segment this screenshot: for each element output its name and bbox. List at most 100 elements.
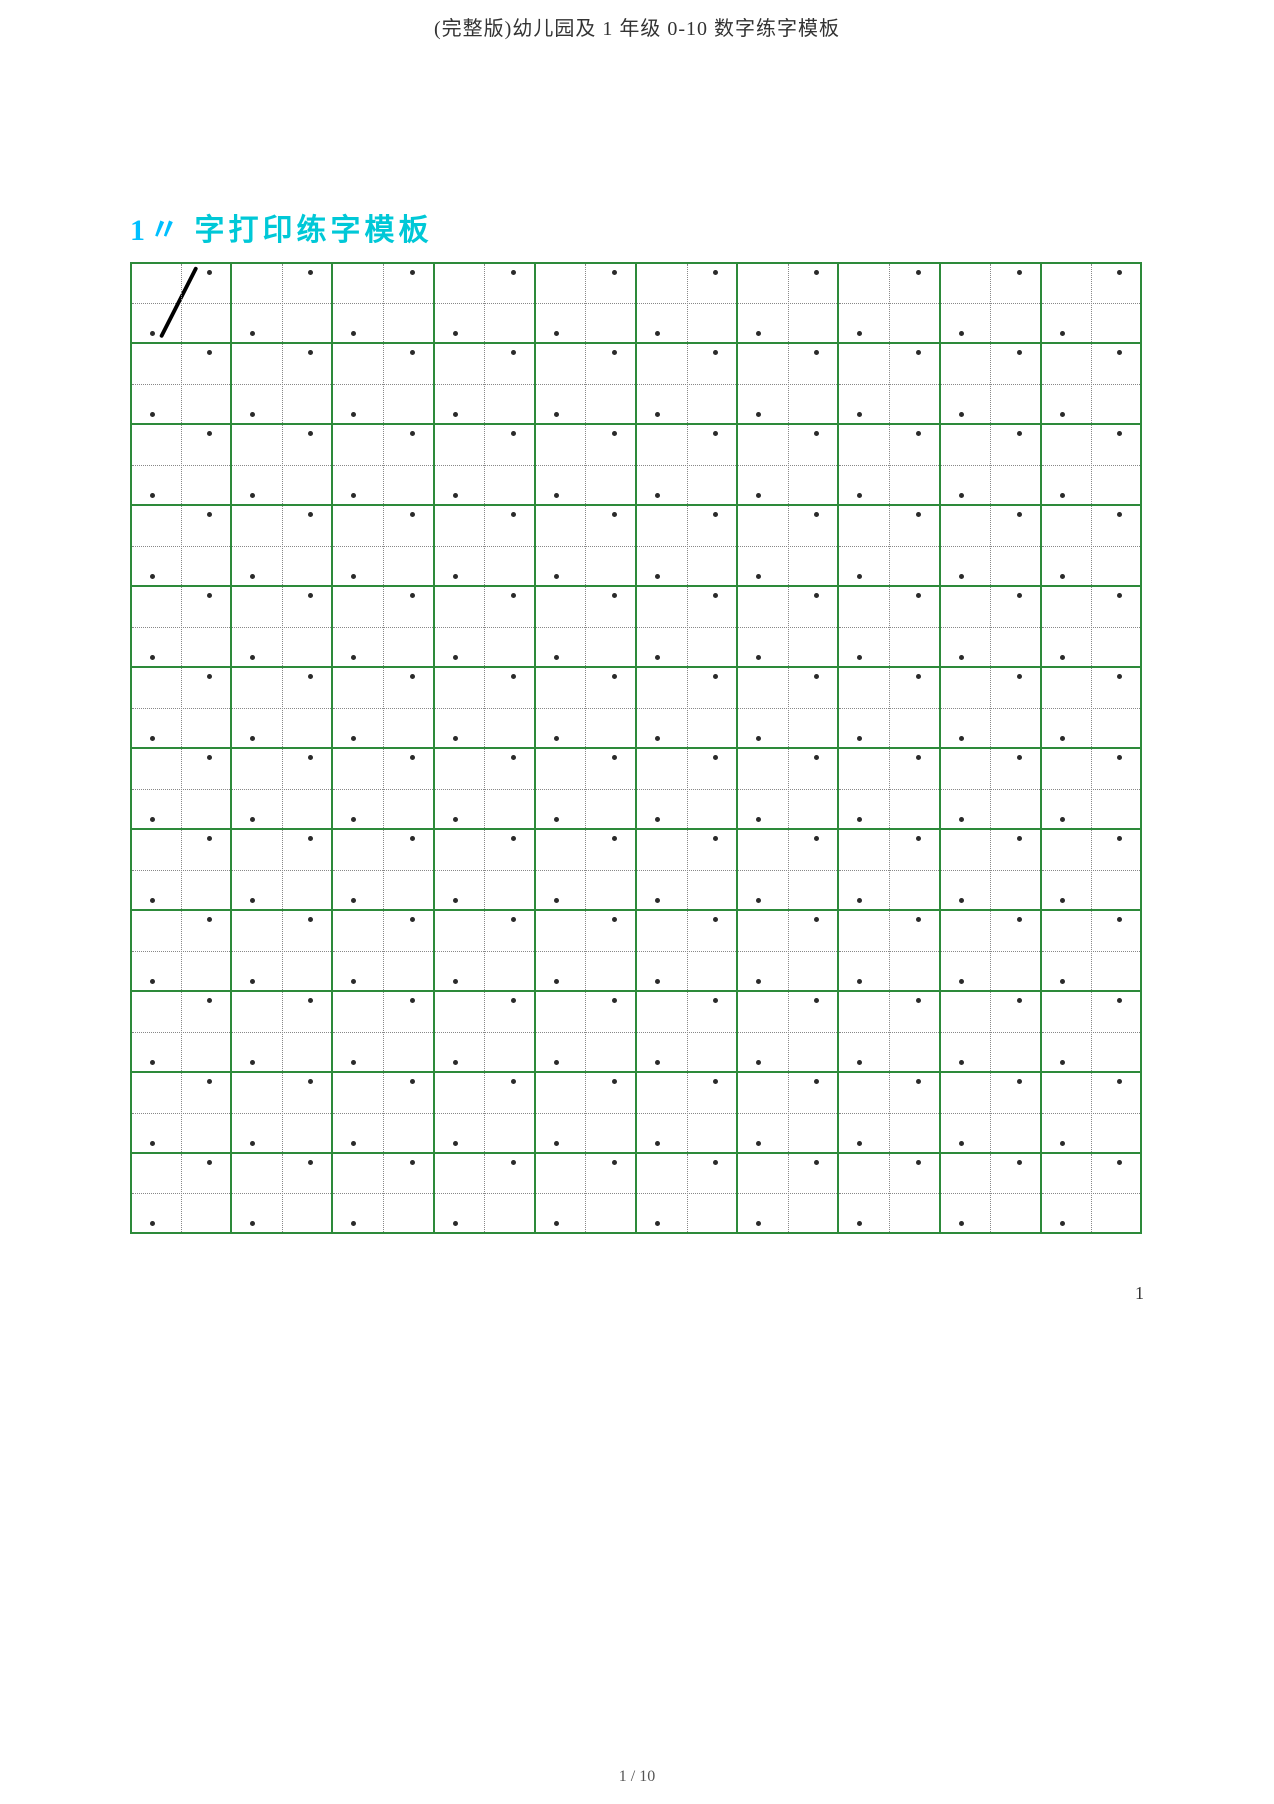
guide-dot-top (1117, 917, 1122, 922)
guide-dot-bottom (756, 979, 761, 984)
guide-dot-top (713, 431, 718, 436)
grid-cell (940, 667, 1041, 748)
guide-dot-bottom (1060, 736, 1065, 741)
guide-dot-top (612, 836, 617, 841)
guide-dot-top (713, 755, 718, 760)
guide-dot-bottom (150, 1221, 155, 1226)
guide-dot-bottom (857, 979, 862, 984)
guide-dot-top (207, 350, 212, 355)
guide-dot-top (713, 674, 718, 679)
guide-dot-bottom (453, 574, 458, 579)
grid-cell (231, 829, 332, 910)
grid-cell (332, 1072, 433, 1153)
guide-dot-top (814, 350, 819, 355)
grid-cell (636, 424, 737, 505)
grid-cell (737, 505, 838, 586)
guide-dot-bottom (756, 493, 761, 498)
grid-cell (434, 667, 535, 748)
grid-row (130, 748, 1142, 829)
guide-dot-top (207, 593, 212, 598)
guide-dot-top (511, 350, 516, 355)
guide-dot-top (1117, 755, 1122, 760)
grid-cell (434, 910, 535, 991)
guide-dot-bottom (959, 493, 964, 498)
grid-cell (838, 1072, 939, 1153)
guide-dot-bottom (150, 493, 155, 498)
grid-cell (434, 424, 535, 505)
guide-dot-bottom (250, 736, 255, 741)
guide-dot-bottom (1060, 412, 1065, 417)
guide-dot-top (207, 836, 212, 841)
guide-dot-bottom (1060, 331, 1065, 336)
guide-dot-bottom (554, 817, 559, 822)
grid-cell (1041, 910, 1142, 991)
guide-dot-top (308, 998, 313, 1003)
grid-cell (1041, 829, 1142, 910)
guide-dot-top (612, 1160, 617, 1165)
guide-dot-bottom (655, 817, 660, 822)
guide-dot-bottom (250, 817, 255, 822)
guide-dot-top (814, 593, 819, 598)
grid-cell (535, 505, 636, 586)
grid-cell (332, 505, 433, 586)
guide-dot-top (612, 998, 617, 1003)
guide-dot-top (1017, 836, 1022, 841)
guide-dot-top (916, 593, 921, 598)
guide-dot-top (814, 998, 819, 1003)
guide-dot-top (511, 674, 516, 679)
guide-dot-bottom (1060, 898, 1065, 903)
grid-cell (332, 829, 433, 910)
grid-cell (231, 424, 332, 505)
grid-row (130, 343, 1142, 424)
guide-dot-top (410, 836, 415, 841)
guide-dot-top (207, 512, 212, 517)
grid-cell (231, 1072, 332, 1153)
guide-dot-bottom (250, 412, 255, 417)
grid-cell (434, 1072, 535, 1153)
grid-cell (1041, 667, 1142, 748)
guide-dot-top (1017, 1079, 1022, 1084)
guide-dot-top (1117, 836, 1122, 841)
guide-dot-bottom (857, 1141, 862, 1146)
grid-cell (1041, 1153, 1142, 1234)
grid-cell (1041, 586, 1142, 667)
guide-dot-bottom (453, 412, 458, 417)
guide-dot-bottom (453, 1141, 458, 1146)
grid-cell (130, 424, 231, 505)
guide-dot-top (713, 1160, 718, 1165)
guide-dot-bottom (756, 1060, 761, 1065)
guide-dot-bottom (1060, 817, 1065, 822)
guide-dot-bottom (756, 736, 761, 741)
grid-cell (636, 667, 737, 748)
guide-dot-top (511, 270, 516, 275)
guide-dot-bottom (756, 412, 761, 417)
grid-cell (940, 586, 1041, 667)
guide-dot-bottom (250, 979, 255, 984)
guide-dot-top (1117, 1079, 1122, 1084)
guide-dot-bottom (554, 493, 559, 498)
guide-dot-bottom (554, 1141, 559, 1146)
guide-dot-bottom (959, 412, 964, 417)
guide-dot-top (308, 917, 313, 922)
guide-dot-top (1017, 1160, 1022, 1165)
guide-dot-top (207, 431, 212, 436)
guide-dot-bottom (756, 1221, 761, 1226)
guide-dot-bottom (351, 655, 356, 660)
grid-cell (130, 505, 231, 586)
side-page-number: 1 (1135, 1283, 1144, 1304)
guide-dot-bottom (250, 1221, 255, 1226)
guide-dot-top (713, 350, 718, 355)
grid-cell (737, 424, 838, 505)
guide-dot-top (612, 917, 617, 922)
guide-dot-bottom (250, 655, 255, 660)
guide-dot-top (511, 836, 516, 841)
guide-dot-top (511, 512, 516, 517)
grid-cell (940, 262, 1041, 343)
guide-dot-top (511, 917, 516, 922)
guide-dot-top (916, 674, 921, 679)
grid-cell (838, 829, 939, 910)
guide-dot-top (612, 1079, 617, 1084)
guide-dot-bottom (250, 1060, 255, 1065)
guide-dot-top (511, 755, 516, 760)
guide-dot-top (207, 755, 212, 760)
